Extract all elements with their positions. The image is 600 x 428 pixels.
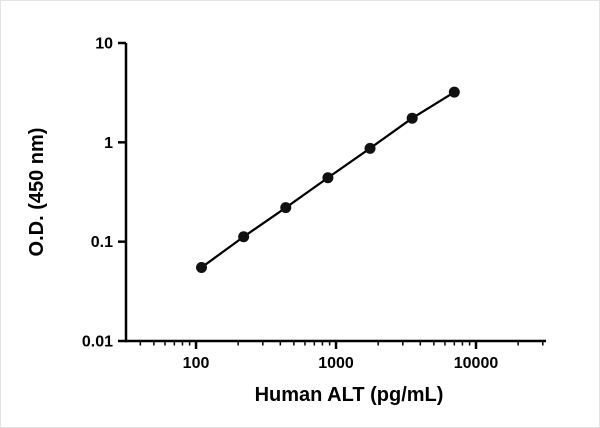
y-tick-label: 0.1	[91, 234, 113, 251]
y-tick-label: 1	[104, 135, 113, 152]
x-tick-label: 10000	[454, 355, 499, 372]
plot-area: 100 1000 10000 0.01 0.1 1 10	[82, 36, 546, 372]
y-tick-label: 10	[95, 36, 113, 53]
data-point	[406, 112, 418, 124]
data-point	[195, 261, 207, 273]
data-point	[448, 86, 460, 98]
data-point	[364, 142, 376, 154]
y-tick-label: 0.01	[82, 334, 113, 351]
x-tick-label: 1000	[318, 355, 354, 372]
x-axis-title: Human ALT (pg/mL)	[255, 384, 444, 406]
y-axis-title: O.D. (450 nm)	[26, 128, 48, 257]
x-tick-label: 100	[183, 355, 210, 372]
data-point	[322, 172, 334, 184]
data-point	[280, 202, 292, 214]
data-point	[238, 231, 250, 243]
